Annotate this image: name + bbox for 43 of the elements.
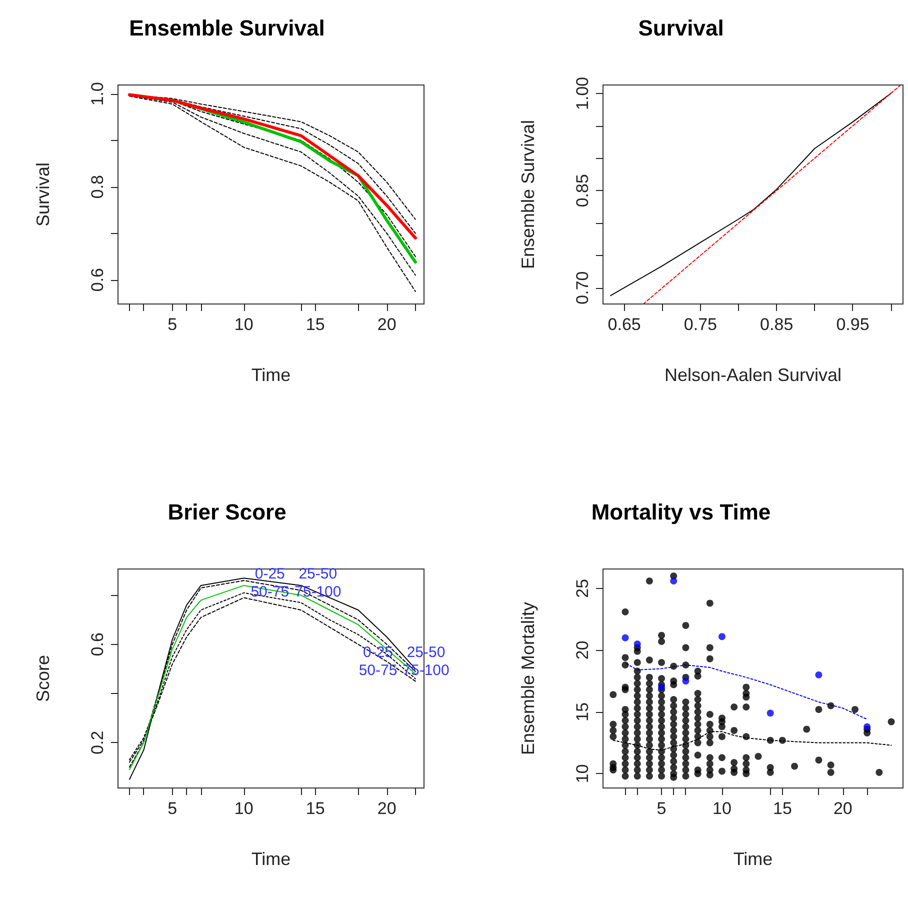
x-axis-title: Time bbox=[251, 849, 291, 869]
y-tick-label: 20 bbox=[573, 640, 592, 660]
x-tick-label: 0.85 bbox=[760, 315, 794, 334]
y-tick-label: 15 bbox=[573, 702, 592, 722]
y-tick-label: 10 bbox=[573, 764, 592, 784]
x-tick-label: 20 bbox=[377, 799, 396, 818]
chart-title: Mortality vs Time bbox=[591, 500, 771, 524]
annotation: 50-75 bbox=[358, 662, 398, 680]
x-tick-label: 0.75 bbox=[684, 315, 718, 334]
chart-title: Brier Score bbox=[168, 500, 286, 524]
y-axis-title: Ensemble Survival bbox=[518, 120, 538, 270]
x-tick-label: 20 bbox=[377, 315, 396, 334]
y-tick-label: 0.70 bbox=[573, 271, 592, 304]
chart-title: Ensemble Survival bbox=[129, 16, 325, 40]
y-tick-label: 0.8 bbox=[88, 175, 107, 199]
x-tick-label: 15 bbox=[772, 799, 792, 818]
x-tick-label: 5 bbox=[168, 799, 178, 818]
x-tick-label: 5 bbox=[656, 799, 666, 818]
y-tick-label: 0.85 bbox=[573, 174, 592, 208]
x-axis-title: Time bbox=[251, 365, 291, 385]
y-axis-title: Score bbox=[33, 654, 53, 702]
y-tick-label: 0.6 bbox=[88, 632, 107, 656]
x-tick-label: 15 bbox=[306, 315, 325, 334]
x-tick-label: 5 bbox=[168, 315, 178, 334]
x-tick-label: 10 bbox=[234, 799, 254, 818]
y-axis-title: Ensemble Mortality bbox=[518, 602, 538, 756]
x-tick-label: 10 bbox=[234, 315, 254, 334]
y-tick-label: 1.00 bbox=[573, 76, 592, 110]
x-axis-title: Time bbox=[733, 849, 773, 869]
y-tick-label: 0.2 bbox=[88, 730, 107, 754]
annotation: 25-50 bbox=[298, 565, 338, 582]
y-tick-label: 25 bbox=[573, 578, 592, 598]
y-tick-label: 0.6 bbox=[88, 268, 107, 292]
x-tick-label: 15 bbox=[306, 799, 325, 818]
annotation: 0-25 bbox=[254, 565, 285, 582]
y-axis-title: Survival bbox=[33, 162, 53, 227]
chart-title: Survival bbox=[638, 16, 724, 40]
y-tick-label: 1.0 bbox=[88, 82, 107, 106]
x-tick-label: 20 bbox=[833, 799, 852, 818]
x-axis-title: Nelson-Aalen Survival bbox=[664, 365, 842, 385]
x-tick-label: 0.95 bbox=[836, 315, 870, 334]
x-tick-label: 10 bbox=[712, 799, 732, 818]
x-tick-label: 0.65 bbox=[608, 315, 641, 334]
